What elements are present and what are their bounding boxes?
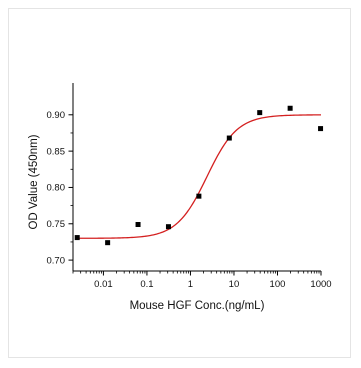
axes [73,83,321,271]
dose-response-chart: 0.01 0.1 1 10 100 1000 0.70 0.75 0.80 0.85 0.90 M… [9,9,352,359]
x-tick-label: 0.01 [94,279,113,290]
y-tick-label: 0.90 [47,110,66,121]
x-tick-label: 1000 [310,279,331,290]
y-axis-label: OD Value (450nm) [28,134,40,229]
y-tick-label: 0.70 [47,255,66,266]
data-point [75,235,80,240]
x-tick-label: 10 [229,279,240,290]
data-point [136,222,141,227]
data-point [257,110,262,115]
data-points [75,106,323,245]
x-tick-label: 1 [188,279,193,290]
x-tick-label: 100 [270,279,286,290]
x-axis-ticks: 0.01 0.1 1 10 100 1000 [73,271,332,290]
chart-panel: 0.01 0.1 1 10 100 1000 0.70 0.75 0.80 0.85 0.90 M… [8,8,351,358]
y-tick-label: 0.75 [47,219,66,230]
data-point [166,224,171,229]
x-tick-label: 0.1 [140,279,153,290]
data-point [196,194,201,199]
y-tick-label: 0.85 [47,146,66,157]
x-axis-label: Mouse HGF Conc.(ng/mL) [130,300,265,312]
y-axis-ticks: 0.70 0.75 0.80 0.85 0.90 [47,110,74,266]
data-point [318,126,323,131]
data-point [288,106,293,111]
y-tick-label: 0.80 [47,183,66,194]
data-point [227,136,232,141]
data-point [105,240,110,245]
fit-curve [77,115,321,238]
